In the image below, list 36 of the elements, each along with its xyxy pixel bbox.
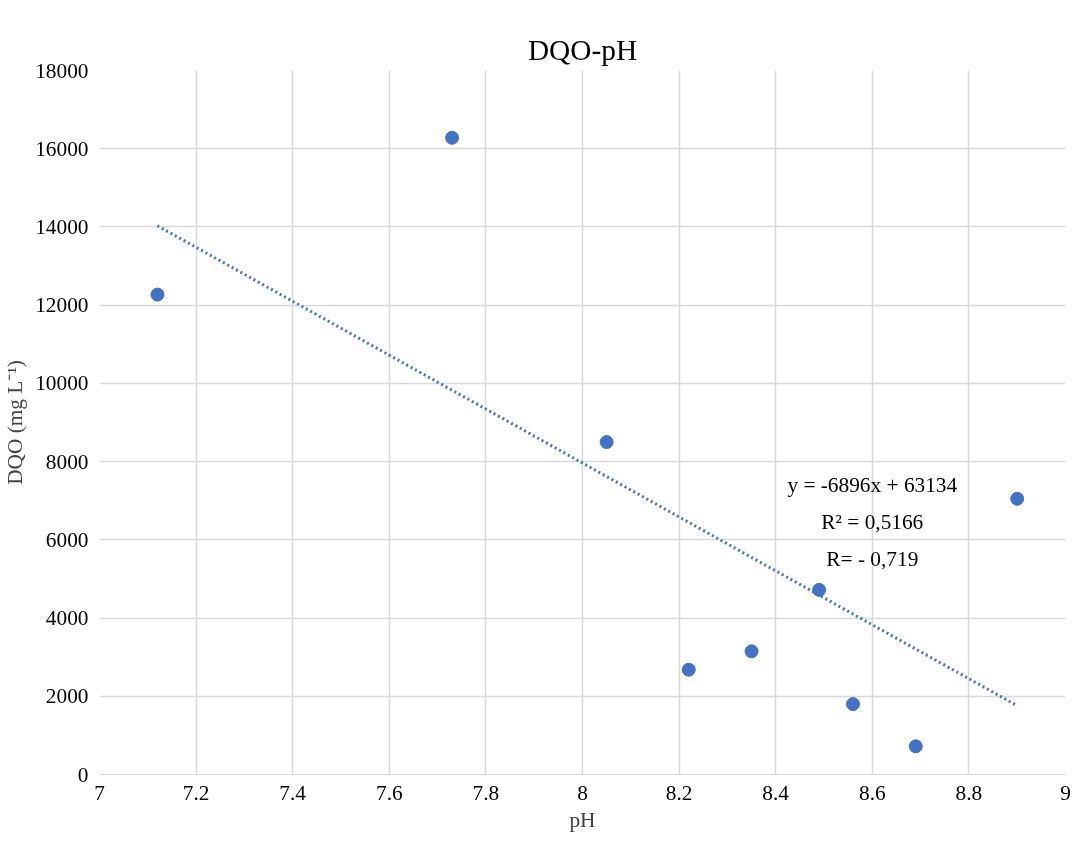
- x-tick-label: 7.8: [472, 780, 500, 805]
- point: [681, 662, 696, 677]
- x-tick-label: 8.4: [762, 780, 790, 805]
- point: [908, 739, 923, 754]
- y-tick-label: 4000: [45, 606, 89, 631]
- point: [445, 130, 460, 145]
- chart-title: DQO-pH: [527, 33, 638, 66]
- y-tick-label: 8000: [45, 449, 89, 474]
- x-tick-label: 8: [577, 780, 588, 805]
- y-tick-label: 6000: [45, 527, 89, 552]
- x-tick-label: 8.6: [858, 780, 886, 805]
- x-tick-label: 9: [1060, 780, 1071, 805]
- point: [599, 435, 614, 450]
- y-tick-label: 2000: [45, 684, 89, 709]
- annotation: y = -6896x + 63134: [787, 473, 958, 498]
- y-tick-label: 14000: [35, 214, 89, 239]
- x-tick-label: 7.4: [279, 780, 307, 805]
- x-tick-label: 7.2: [182, 780, 210, 805]
- y-tick-label: 16000: [35, 136, 89, 161]
- x-tick-label: 7: [94, 780, 106, 805]
- point: [812, 582, 827, 597]
- x-tick-label: 8.8: [955, 780, 983, 805]
- x-tick-label: 7.6: [375, 780, 403, 805]
- point: [845, 697, 860, 712]
- annotation: R= - 0,719: [826, 547, 919, 572]
- x-tick-label: 8.2: [665, 780, 693, 805]
- y-tick-label: 18000: [35, 58, 89, 83]
- point: [1010, 491, 1025, 506]
- y-tick-label: 10000: [35, 371, 89, 396]
- point: [744, 644, 759, 659]
- annotation: R² = 0,5166: [821, 510, 924, 535]
- x-axis-title: pH: [569, 807, 596, 832]
- y-tick-label: 12000: [35, 293, 89, 318]
- y-tick-label: 0: [77, 762, 89, 787]
- y-axis-title: DQO (mg L⁻¹): [3, 360, 28, 485]
- point: [150, 287, 165, 302]
